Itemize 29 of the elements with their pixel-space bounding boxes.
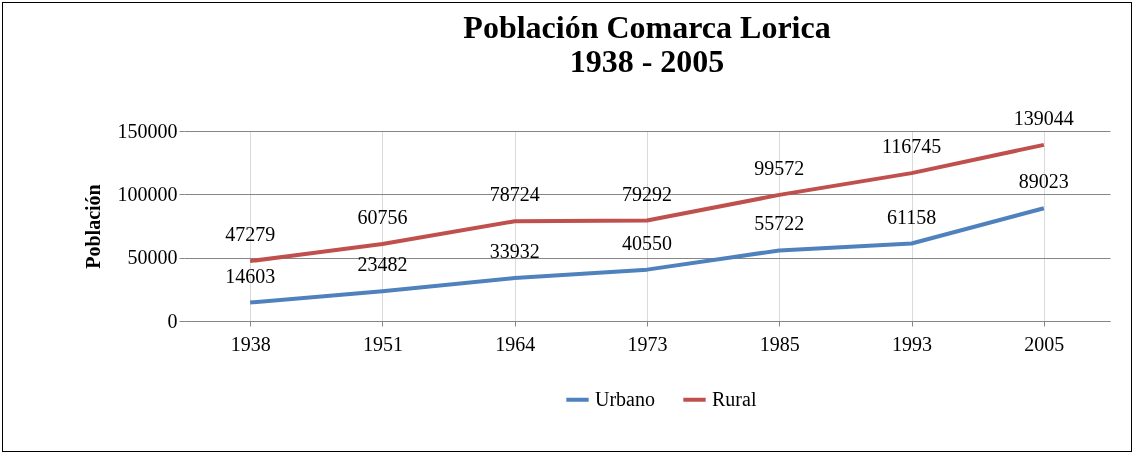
chart-title: Población Comarca Lorica 1938 - 2005	[463, 8, 831, 79]
y-tick-label: 50000	[127, 246, 178, 269]
x-tick-label: 2005	[1024, 332, 1065, 355]
x-tick-label: 1985	[759, 332, 800, 355]
legend-label: Rural	[712, 387, 757, 410]
data-label: 23482	[357, 253, 408, 276]
data-label: 61158	[886, 205, 937, 228]
y-axis-title: Población	[81, 184, 104, 269]
x-tick-label: 1964	[495, 332, 536, 355]
y-tick-label: 150000	[117, 119, 178, 142]
x-tick-label: 1951	[362, 332, 403, 355]
legend-label: Urbano	[595, 387, 655, 410]
y-tick-label: 100000	[117, 182, 178, 205]
data-label: 89023	[1018, 170, 1069, 193]
data-label: 78724	[489, 183, 540, 206]
y-tick-label: 0	[167, 309, 178, 332]
data-label: 79292	[622, 182, 672, 205]
x-tick-label: 1993	[892, 332, 933, 355]
data-label: 33932	[489, 240, 540, 263]
data-label: 47279	[225, 223, 276, 246]
data-label: 14603	[225, 264, 276, 287]
data-label: 139044	[1013, 106, 1074, 129]
x-tick-label: 1938	[230, 332, 271, 355]
x-tick-label: 1973	[627, 332, 668, 355]
data-label: 60756	[357, 206, 408, 229]
data-label: 99572	[754, 156, 805, 179]
data-label: 116745	[881, 135, 942, 158]
data-label: 40550	[622, 231, 672, 254]
data-label: 55722	[754, 212, 805, 235]
